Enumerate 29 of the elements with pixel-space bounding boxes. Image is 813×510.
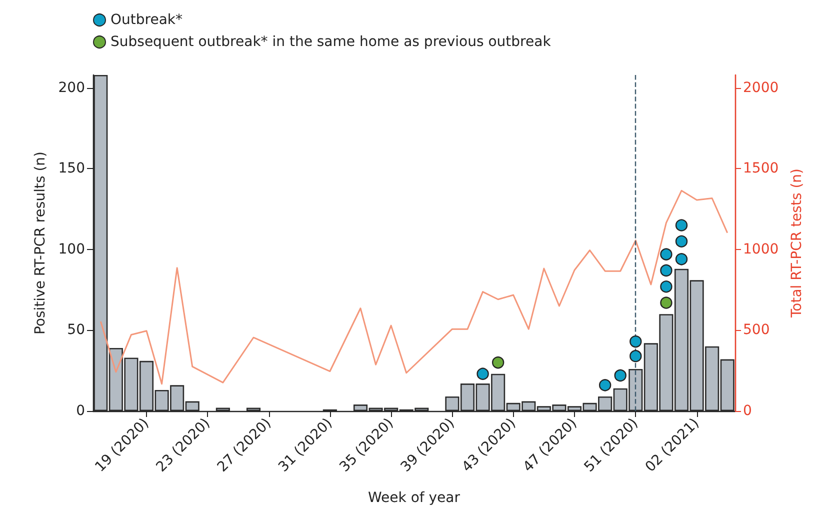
point — [660, 280, 672, 293]
y2-tick-label: 2000 — [743, 80, 779, 96]
point — [675, 253, 688, 266]
point — [660, 248, 672, 260]
y-tick-label: 200 — [58, 80, 85, 96]
point — [675, 219, 688, 232]
y-tick-label: 150 — [58, 160, 85, 177]
y2-tick-label: 1000 — [743, 241, 779, 258]
y2-tick-label: 500 — [743, 322, 770, 338]
legend-label: Subsequent outbreak* in the same home as previous outbreak — [110, 34, 552, 50]
point — [660, 264, 672, 277]
point — [675, 235, 688, 248]
point — [614, 369, 626, 382]
line-series — [100, 190, 728, 385]
y-tick-label: 0 — [76, 403, 85, 419]
y2-axis-title: Total RT-PCR tests (n) — [789, 168, 805, 318]
point — [630, 335, 642, 348]
y-tick-label: 100 — [58, 241, 85, 258]
point — [598, 379, 612, 392]
point — [476, 368, 489, 380]
legend-label: Outbreak* — [110, 12, 183, 28]
y2-tick-label: 1500 — [743, 160, 779, 177]
point — [630, 350, 642, 362]
y-axis-title: Positive RT-PCR results (n) — [32, 152, 48, 334]
y2-tick-label: 0 — [743, 403, 752, 419]
point — [660, 296, 672, 309]
y-tick-label: 50 — [67, 322, 85, 338]
point — [492, 356, 504, 369]
x-axis-title: Week of year — [368, 490, 460, 506]
